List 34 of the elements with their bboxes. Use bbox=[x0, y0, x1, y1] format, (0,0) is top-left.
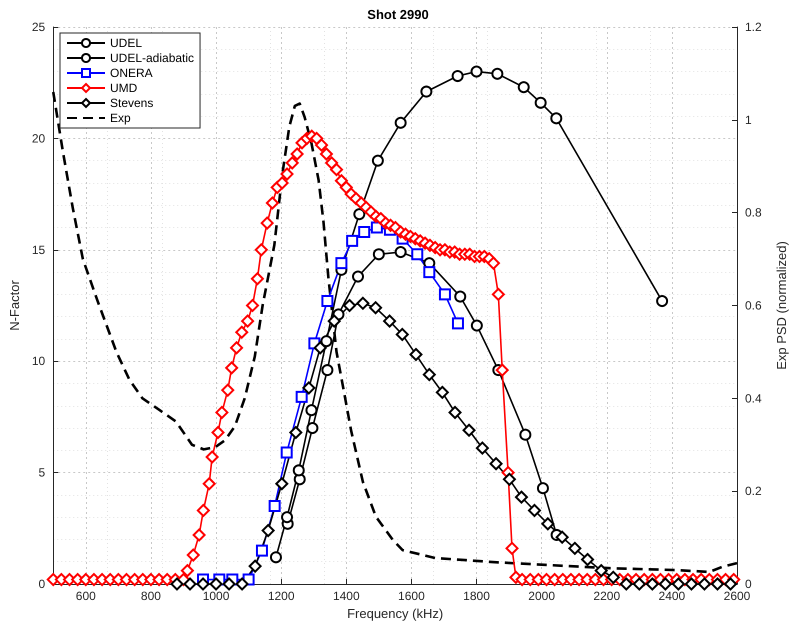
x-tick-label: 1800 bbox=[463, 589, 490, 603]
x-tick-label: 2600 bbox=[724, 589, 751, 603]
y2-tick-label: 1.2 bbox=[745, 20, 762, 34]
legend-label: ONERA bbox=[110, 66, 153, 80]
y2-tick-label: 0.6 bbox=[745, 298, 762, 312]
x-axis-title: Frequency (kHz) bbox=[347, 606, 444, 621]
x-tick-label: 1400 bbox=[332, 589, 360, 603]
y2-tick-label: 0.4 bbox=[745, 391, 762, 406]
x-tick-label: 1600 bbox=[398, 589, 426, 603]
y2-axis-title: Exp PSD (normalized) bbox=[774, 241, 789, 370]
y2-tick-label: 1 bbox=[745, 112, 752, 127]
y2-tick-label: 0.2 bbox=[745, 484, 762, 498]
x-tick-label: 2200 bbox=[593, 589, 620, 603]
chart-title: Shot 2990 bbox=[367, 7, 429, 22]
legend-label: UDEL-adiabatic bbox=[110, 51, 194, 65]
legend-label: UMD bbox=[110, 81, 138, 95]
y2-tick-label: 0.8 bbox=[745, 206, 762, 220]
y-tick-label: 10 bbox=[32, 354, 46, 368]
x-tick-label: 1000 bbox=[202, 589, 230, 603]
x-tick-label: 2000 bbox=[528, 589, 556, 603]
y-tick-label: 5 bbox=[38, 466, 46, 480]
legend-label: Exp bbox=[110, 111, 132, 125]
x-tick-label: 600 bbox=[76, 589, 96, 603]
legend-label: UDEL bbox=[110, 36, 142, 50]
y2-tick-label: 0 bbox=[745, 577, 752, 591]
x-tick-label: 1200 bbox=[268, 589, 295, 603]
legend-label: Stevens bbox=[110, 96, 154, 110]
y-axis-title: N-Factor bbox=[7, 280, 22, 331]
x-tick-label: 2400 bbox=[658, 589, 686, 603]
y-tick-label: 0 bbox=[38, 577, 46, 591]
x-tick-label: 800 bbox=[140, 589, 162, 603]
y-tick-label: 20 bbox=[32, 131, 46, 146]
y-tick-label: 15 bbox=[32, 242, 46, 257]
y-tick-label: 25 bbox=[32, 20, 46, 34]
